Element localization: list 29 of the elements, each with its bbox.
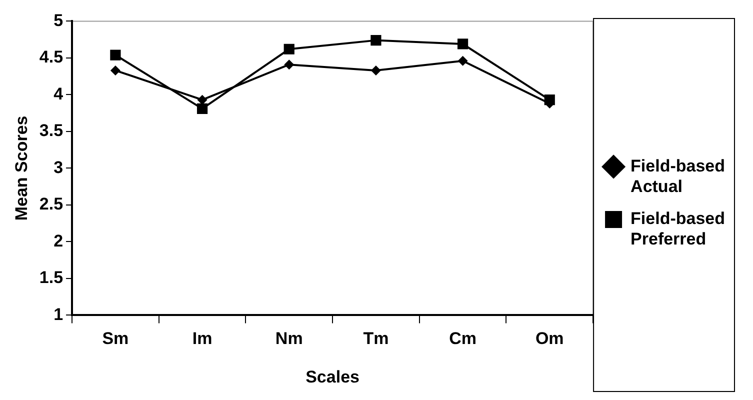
point <box>458 56 468 66</box>
y-tick-label: 1 <box>54 304 64 324</box>
point <box>110 50 121 60</box>
x-tick-label: Nm <box>275 329 303 348</box>
legend-label: Field-based Actual <box>630 156 726 196</box>
y-tick-label: 4 <box>54 84 64 104</box>
y-tick-label: 3 <box>54 158 64 177</box>
y-tick-label: 1.5 <box>39 268 64 288</box>
point <box>284 60 294 70</box>
point <box>370 65 381 76</box>
point <box>197 94 208 105</box>
y-tick-label: 2 <box>54 231 64 250</box>
x-axis-title: Scales <box>306 367 360 386</box>
x-tick-label: Om <box>535 329 564 348</box>
point <box>110 65 120 76</box>
x-tick-label: Im <box>192 329 212 348</box>
point <box>196 103 208 114</box>
point <box>284 44 294 54</box>
y-tick-label: 2.5 <box>39 194 64 214</box>
y-axis-title: Mean Scores <box>12 116 31 221</box>
y-tick-label: 5 <box>54 10 64 30</box>
point <box>370 35 382 46</box>
point <box>457 38 468 50</box>
y-tick-label: 4.5 <box>39 48 64 67</box>
x-tick-label: Tm <box>363 329 389 348</box>
x-tick-label: Sm <box>102 329 129 348</box>
legend-label: Field-based Preferred <box>630 209 726 249</box>
x-tick-label: Cm <box>449 329 476 348</box>
y-tick-label: 3.5 <box>39 121 64 140</box>
